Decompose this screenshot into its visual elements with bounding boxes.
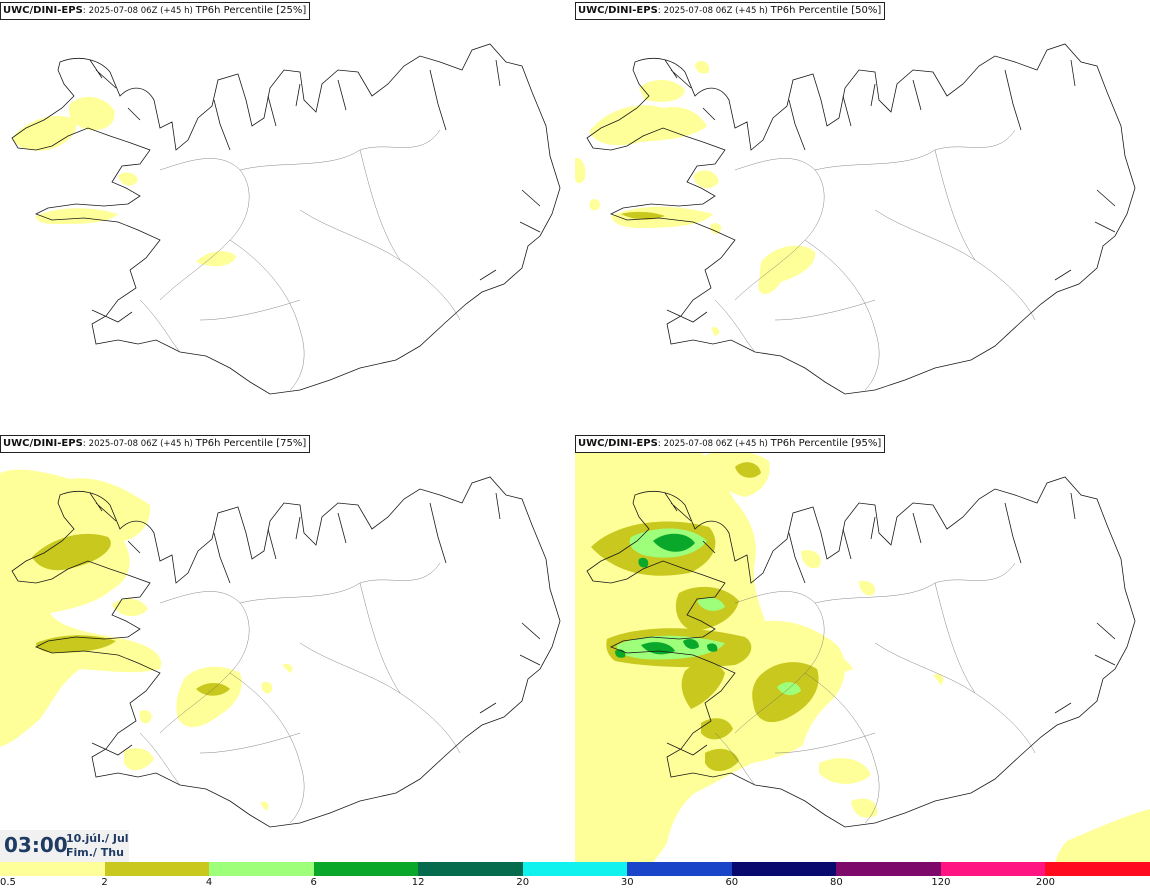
precipitation-map: [11, 43, 561, 395]
legend-swatch: [627, 862, 732, 876]
product-label: TP6h Percentile [75%]: [195, 438, 307, 449]
map-panel-95: UWC/DINI-EPS: 2025-07-08 06Z (+45 h) TP6…: [575, 433, 1150, 863]
valid-time: 03:00: [4, 833, 68, 857]
run-label: 2025-07-08 06Z (+45 h): [663, 439, 768, 449]
panel-title: UWC/DINI-EPS: 2025-07-08 06Z (+45 h) TP6…: [0, 2, 311, 20]
model-label: UWC/DINI-EPS: [3, 438, 83, 449]
map-panel-75: UWC/DINI-EPS: 2025-07-08 06Z (+45 h) TP6…: [0, 433, 575, 863]
precipitation-map: [575, 450, 1150, 863]
legend-tick-label: 200: [1035, 877, 1055, 888]
panel-title: UWC/DINI-EPS: 2025-07-08 06Z (+45 h) TP6…: [575, 435, 886, 453]
legend-tick-label: 80: [829, 877, 843, 888]
legend-swatch: [731, 862, 837, 876]
product-label: TP6h Percentile [25%]: [195, 5, 307, 16]
legend-tick-label: 30: [620, 877, 634, 888]
precip-fill: [575, 450, 1150, 863]
color-scale-ticks: 0.5 2 4 6 12 20 30 60 80 120 200: [0, 877, 1150, 891]
model-label: UWC/DINI-EPS: [578, 438, 658, 449]
precipitation-map: [0, 469, 561, 828]
precip-fill: [575, 61, 816, 336]
legend-swatch: [0, 862, 105, 876]
valid-weekday: Fim./ Thu: [66, 846, 124, 859]
legend-swatch: [209, 862, 314, 876]
legend-swatch: [1045, 862, 1150, 876]
valid-time-box: 03:00 10.júl./ Jul Fim./ Thu: [0, 830, 129, 862]
coastline: [11, 476, 561, 828]
coastline: [586, 476, 1136, 828]
legend-swatch: [313, 862, 419, 876]
color-scale-legend: 0.5 2 4 6 12 20 30 60 80 120 200: [0, 862, 1150, 891]
legend-swatch: [104, 862, 210, 876]
coastline: [586, 43, 1136, 395]
run-label: 2025-07-08 06Z (+45 h): [88, 6, 193, 16]
panel-title: UWC/DINI-EPS: 2025-07-08 06Z (+45 h) TP6…: [575, 2, 886, 20]
map-panel-50: UWC/DINI-EPS: 2025-07-08 06Z (+45 h) TP6…: [575, 0, 1150, 430]
precip-fill: [12, 96, 236, 267]
legend-tick-label: 20: [516, 877, 530, 888]
product-label: TP6h Percentile [95%]: [770, 438, 882, 449]
precipitation-map: [575, 43, 1136, 395]
legend-tick-label: 4: [205, 877, 213, 888]
run-label: 2025-07-08 06Z (+45 h): [663, 6, 768, 16]
legend-swatch: [836, 862, 941, 876]
legend-tick-label: 2: [101, 877, 108, 888]
legend-tick-label: 120: [931, 877, 951, 888]
legend-tick-label: 6: [310, 877, 317, 888]
run-label: 2025-07-08 06Z (+45 h): [88, 439, 193, 449]
legend-tick-label: 60: [725, 877, 739, 888]
legend-tick-label: 12: [411, 877, 425, 888]
valid-date: 10.júl./ Jul: [66, 832, 129, 845]
color-scale-bar: [0, 862, 1150, 876]
map-panel-25: UWC/DINI-EPS: 2025-07-08 06Z (+45 h) TP6…: [0, 0, 575, 430]
legend-swatch: [418, 862, 523, 876]
panel-title: UWC/DINI-EPS: 2025-07-08 06Z (+45 h) TP6…: [0, 435, 311, 453]
precip-fill: [0, 469, 293, 811]
product-label: TP6h Percentile [50%]: [770, 5, 882, 16]
legend-swatch: [940, 862, 1046, 876]
legend-tick-label: 0.5: [0, 877, 16, 888]
model-label: UWC/DINI-EPS: [3, 5, 83, 16]
legend-swatch: [522, 862, 628, 876]
model-label: UWC/DINI-EPS: [578, 5, 658, 16]
coastline: [11, 43, 561, 395]
